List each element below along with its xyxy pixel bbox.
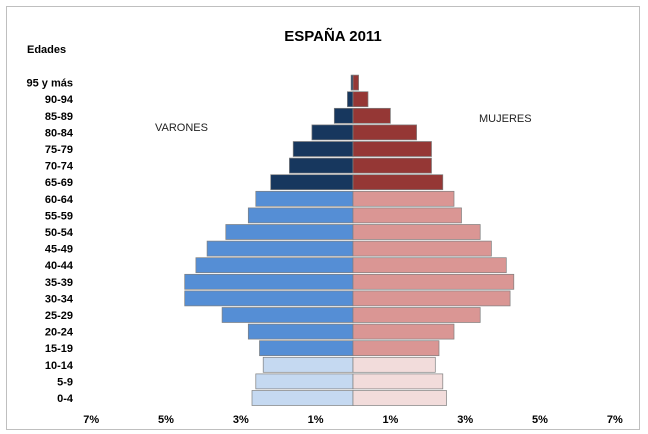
bar-male-70-74 bbox=[289, 157, 354, 174]
bar-male-65-69 bbox=[270, 174, 354, 191]
bars-group bbox=[184, 74, 515, 406]
age-label: 5-9 bbox=[57, 376, 73, 388]
age-label: 85-89 bbox=[45, 111, 73, 123]
x-tick-label: 5% bbox=[532, 414, 548, 426]
age-label: 95 y más bbox=[27, 78, 73, 90]
bar-female-55-59 bbox=[352, 207, 462, 224]
bar-male-35-39 bbox=[184, 273, 354, 290]
bar-female-15-19 bbox=[352, 340, 440, 357]
bar-female-60-64 bbox=[352, 190, 455, 207]
age-label: 55-59 bbox=[45, 210, 73, 222]
bar-female-10-14 bbox=[352, 356, 436, 373]
age-label: 35-39 bbox=[45, 277, 73, 289]
bar-female-85-89 bbox=[352, 107, 391, 124]
female-label: MUJERES bbox=[479, 113, 532, 125]
bar-male-45-49 bbox=[206, 240, 354, 257]
x-tick-label: 5% bbox=[158, 414, 174, 426]
bar-female-20-24 bbox=[352, 323, 455, 340]
bar-female-90-94 bbox=[352, 91, 369, 108]
chart-frame: ESPAÑA 2011 Edades VARONES MUJERES 0-4 5-… bbox=[6, 6, 640, 430]
bar-male-55-59 bbox=[247, 207, 354, 224]
bar-male-85-89 bbox=[333, 107, 354, 124]
x-tick-label: 1% bbox=[382, 414, 398, 426]
x-tick-label: 7% bbox=[607, 414, 623, 426]
age-label: 15-19 bbox=[45, 343, 73, 355]
bar-male-15-19 bbox=[259, 340, 354, 357]
bar-female-80-84 bbox=[352, 124, 417, 141]
bar-male-75-79 bbox=[292, 141, 354, 157]
male-label: VARONES bbox=[155, 122, 208, 134]
x-tick-label: 1% bbox=[308, 414, 324, 426]
y-axis-label: Edades bbox=[27, 44, 66, 56]
bar-female-40-44 bbox=[352, 257, 507, 274]
bar-female-30-34 bbox=[352, 290, 511, 307]
age-label: 45-49 bbox=[45, 244, 73, 256]
bar-male-40-44 bbox=[195, 257, 354, 274]
bar-male-80-84 bbox=[311, 124, 354, 141]
x-tick-labels-group: 7% 5% 3% 1% 1% 3% 5% 7% bbox=[83, 414, 623, 426]
bar-female-0-4 bbox=[352, 390, 447, 406]
bar-male-0-4 bbox=[251, 390, 354, 406]
age-label: 80-84 bbox=[45, 127, 74, 139]
bar-female-45-49 bbox=[352, 240, 492, 257]
age-label: 75-79 bbox=[45, 144, 73, 156]
age-label: 25-29 bbox=[45, 310, 73, 322]
bar-female-25-29 bbox=[352, 307, 481, 323]
age-label: 40-44 bbox=[45, 260, 74, 272]
bar-female-35-39 bbox=[352, 273, 515, 290]
age-label: 60-64 bbox=[45, 194, 74, 206]
age-label: 10-14 bbox=[45, 360, 74, 372]
bar-male-60-64 bbox=[255, 190, 354, 207]
x-tick-label: 7% bbox=[83, 414, 99, 426]
bar-male-5-9 bbox=[255, 373, 354, 390]
age-label: 30-34 bbox=[45, 293, 74, 305]
population-pyramid-chart: ESPAÑA 2011 Edades VARONES MUJERES 0-4 5-… bbox=[27, 27, 623, 426]
age-label: 90-94 bbox=[45, 94, 74, 106]
x-tick-label: 3% bbox=[457, 414, 473, 426]
age-label: 70-74 bbox=[45, 161, 74, 173]
bar-female-5-9 bbox=[352, 373, 444, 390]
bar-male-10-14 bbox=[262, 356, 354, 373]
x-tick-label: 3% bbox=[233, 414, 249, 426]
bar-female-75-79 bbox=[352, 141, 432, 157]
age-label: 0-4 bbox=[57, 393, 74, 405]
bar-female-70-74 bbox=[352, 157, 432, 174]
chart-title: ESPAÑA 2011 bbox=[284, 27, 382, 45]
age-label: 65-69 bbox=[45, 177, 73, 189]
bar-male-20-24 bbox=[247, 323, 354, 340]
bar-female-65-69 bbox=[352, 174, 444, 191]
bar-male-90-94 bbox=[347, 91, 354, 108]
bar-female-50-54 bbox=[352, 224, 481, 240]
bar-male-50-54 bbox=[225, 224, 354, 240]
age-label: 50-54 bbox=[45, 227, 74, 239]
age-label: 20-24 bbox=[45, 327, 74, 339]
bar-male-25-29 bbox=[221, 307, 354, 323]
bar-female-95-y-más bbox=[352, 74, 359, 91]
age-labels-group: 0-4 5-9 10-14 15-19 20-24 25-29 30-34 35-39 40-4… bbox=[27, 78, 74, 405]
bar-male-30-34 bbox=[184, 290, 354, 307]
